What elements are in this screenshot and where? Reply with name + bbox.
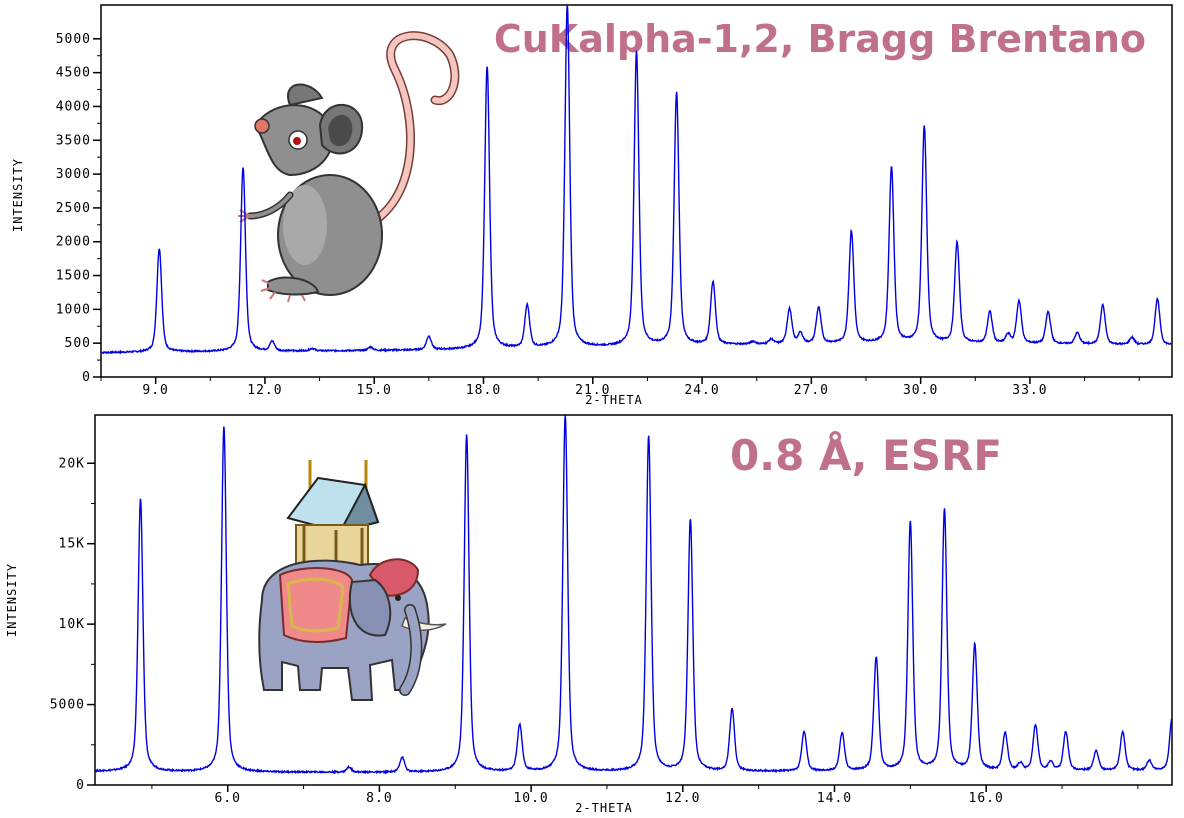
x-tick-label: 9.0 — [142, 383, 168, 398]
y-tick-label: 3500 — [56, 133, 91, 148]
mouse-tail-inner — [352, 32, 458, 233]
x-tick-label: 33.0 — [1012, 383, 1047, 398]
mouse-belly — [283, 185, 327, 265]
x-tick-label: 6.0 — [214, 791, 240, 806]
y-tick-label: 500 — [65, 336, 91, 351]
chart-top-x-axis: 9.0 12.0 15.0 18.0 21.0 24.0 27.0 30.0 33.0 — [100, 377, 1140, 398]
y-tick-label: 3000 — [56, 167, 91, 182]
y-tick-label: 5000 — [56, 32, 91, 47]
x-tick-label: 30.0 — [903, 383, 938, 398]
mouse-hand — [238, 209, 251, 223]
x-tick-label: 10.0 — [513, 791, 548, 806]
y-tick-label: 2000 — [56, 235, 91, 250]
x-tick-label: 24.0 — [684, 383, 719, 398]
y-tick-label: 20K — [59, 456, 85, 471]
mouse-feet — [267, 276, 320, 296]
mouse-toes — [260, 279, 306, 303]
x-tick-label: 27.0 — [794, 383, 829, 398]
chart-top-annotation: CuKalpha-1,2, Bragg Brentano — [494, 17, 1146, 61]
chart-top-x-axis-title: 2-THETA — [585, 393, 643, 407]
elephant-trunk-fill — [400, 605, 421, 695]
mouse-pupil — [293, 137, 301, 145]
chart-top-y-axis: 0 500 1000 1500 2000 2500 3000 3500 4000 4500 5000 — [56, 32, 101, 385]
x-tick-label: 16.0 — [969, 791, 1004, 806]
mouse-arm-fill — [248, 193, 292, 218]
y-tick-label: 5000 — [50, 698, 85, 713]
x-tick-label: 18.0 — [466, 383, 501, 398]
mouse-illustration — [238, 31, 460, 303]
y-tick-label: 0 — [76, 778, 85, 793]
x-tick-label: 21.0 — [575, 383, 610, 398]
x-tick-label: 14.0 — [817, 791, 852, 806]
chart-bottom-y-axis: 0 5000 10K 15K 20K — [50, 456, 95, 793]
y-tick-label: 1500 — [56, 269, 91, 284]
elephant-blanket-border — [286, 577, 345, 633]
chart-bottom-x-axis: 6.0 8.0 10.0 12.0 14.0 16.0 — [151, 785, 1139, 806]
x-tick-label: 8.0 — [366, 791, 392, 806]
y-tick-label: 10K — [59, 617, 85, 632]
elephant-ear — [348, 578, 392, 637]
y-tick-label: 4500 — [56, 66, 91, 81]
mouse-nose — [254, 118, 270, 134]
x-tick-label: 12.0 — [247, 383, 282, 398]
chart-top-plot-area — [101, 5, 1172, 355]
mouse-ear-inner — [328, 114, 353, 147]
elephant-blanket — [278, 567, 354, 643]
y-tick-label: 0 — [82, 370, 91, 385]
diffraction-series-line — [101, 5, 1172, 355]
y-tick-label: 15K — [59, 537, 85, 552]
chart-bottom-y-axis-title: INTENSITY — [5, 563, 19, 637]
chart-bottom-x-axis-title: 2-THETA — [575, 801, 633, 815]
chart-bottom-frame — [94, 414, 1173, 786]
y-tick-label: 2500 — [56, 201, 91, 216]
chart-bottom-annotation: 0.8 Å, ESRF — [730, 430, 1002, 480]
elephant-illustration — [258, 460, 447, 701]
chart-bottom-plot-area — [95, 415, 1172, 775]
x-tick-label: 12.0 — [665, 791, 700, 806]
y-tick-label: 1000 — [56, 302, 91, 317]
mouse-ear-back — [287, 83, 324, 107]
diffraction-series-line — [95, 415, 1172, 775]
chart-top-y-axis-title: INTENSITY — [11, 158, 25, 232]
y-tick-label: 4000 — [56, 99, 91, 114]
chart-bottom-esrf: 0 5000 10K 15K 20K 6.0 8.0 10.0 12.0 14.0 16.0 IN… — [5, 414, 1173, 815]
elephant-eye — [395, 595, 401, 601]
x-tick-label: 15.0 — [357, 383, 392, 398]
chart-top-cukalpha: 0 500 1000 1500 2000 2500 3000 3500 4000 4500 5000… — [11, 4, 1173, 407]
